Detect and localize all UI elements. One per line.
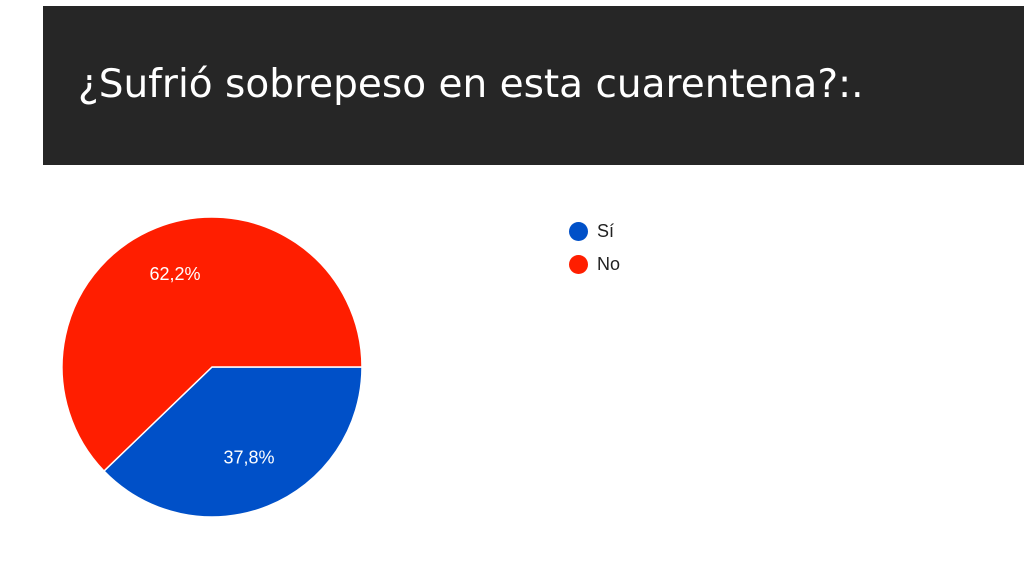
legend-item-si[interactable]: Sí xyxy=(569,215,620,248)
pie-label-no: 62,2% xyxy=(149,264,200,284)
legend-label-no: No xyxy=(597,254,621,274)
chart-legend: Sí No xyxy=(569,215,620,281)
legend-swatch-no xyxy=(569,255,588,274)
pie-slice-si[interactable] xyxy=(102,366,363,518)
legend-item-no[interactable]: No xyxy=(569,248,620,281)
title-banner: ¿Sufrió sobrepeso en esta cuarentena?:. xyxy=(43,6,1024,165)
pie-slice-labels: 37,8% 62,2% xyxy=(149,264,274,468)
pie-slice-no[interactable] xyxy=(61,216,363,473)
legend-swatch-si xyxy=(569,222,588,241)
pie-label-si: 37,8% xyxy=(223,448,274,468)
legend-label-si: Sí xyxy=(597,221,615,241)
pie-slices xyxy=(61,216,363,518)
chart-title: ¿Sufrió sobrepeso en esta cuarentena?:. xyxy=(78,62,864,107)
